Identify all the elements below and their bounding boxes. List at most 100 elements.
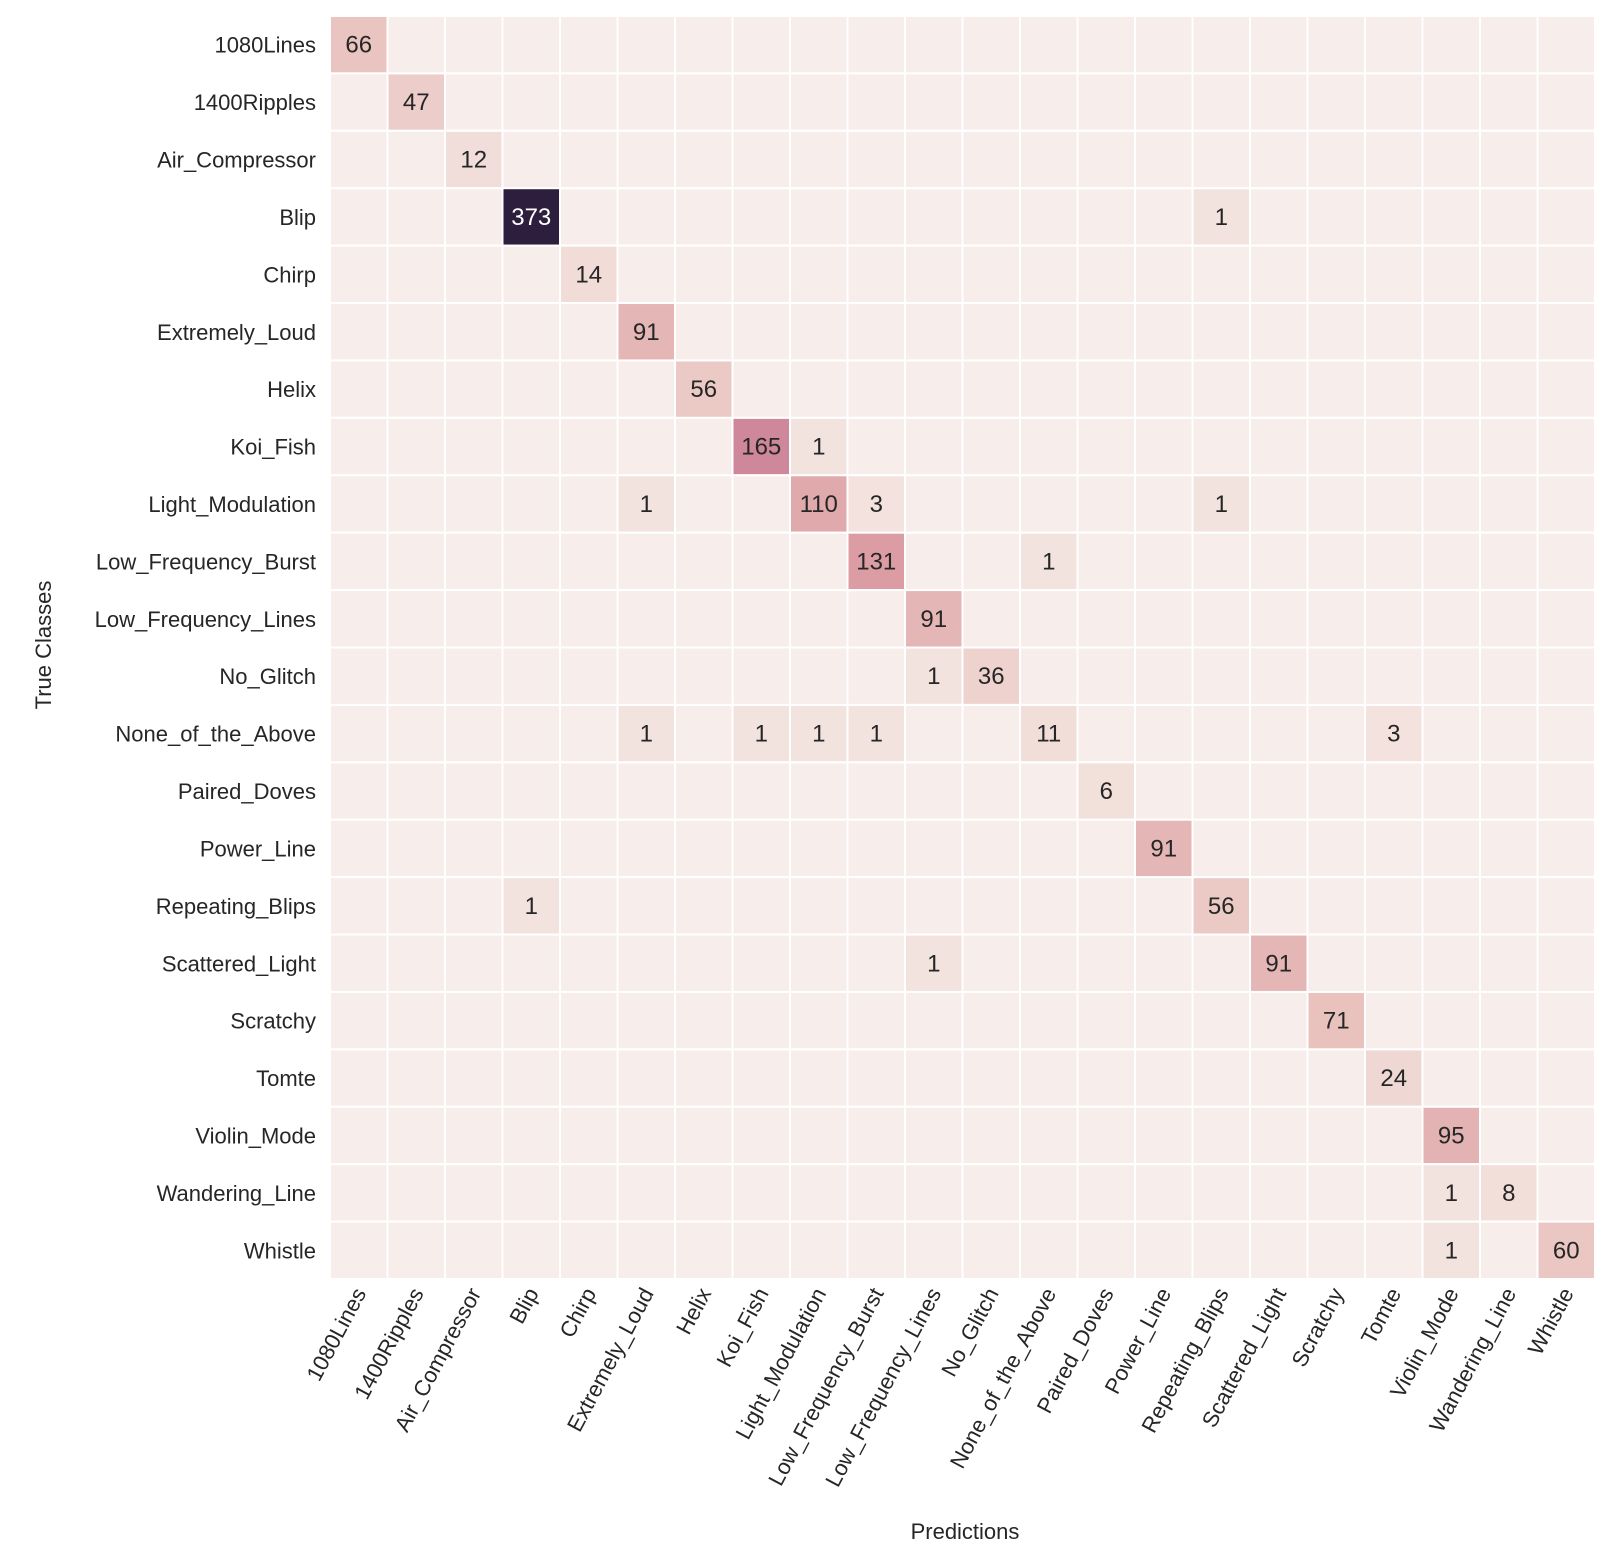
heatmap-cell-chirp-air-compressor xyxy=(444,244,504,305)
heatmap-cell-blip-koi-fish xyxy=(731,187,791,247)
heatmap-cell-1080lines-helix xyxy=(674,15,734,75)
heatmap-cell-paired-doves-scattered-light xyxy=(1249,761,1309,821)
heatmap-cell-scattered-light-repeating-blips xyxy=(1191,933,1251,993)
heatmap-cell-helix-tomte xyxy=(1364,359,1424,419)
heatmap-cell-helix-low-frequency-burst xyxy=(846,359,906,419)
heatmap-cell-value: 11 xyxy=(1036,721,1061,748)
heatmap-cell-air-compressor-no-glitch xyxy=(961,129,1021,190)
heatmap-cell-koi-fish-power-line xyxy=(1134,416,1194,477)
heatmap-cell-whistle-koi-fish xyxy=(731,1220,791,1281)
heatmap-cell-helix-repeating-blips xyxy=(1191,359,1251,419)
heatmap-cell-repeating-blips-scratchy xyxy=(1306,876,1366,936)
heatmap-cell-light-modulation-scratchy xyxy=(1306,474,1366,534)
y-axis-tick-labels: 1080Lines 1400Ripples Air_Compressor Blip Ch… xyxy=(95,33,316,1264)
heatmap-cell-extremely-loud-helix xyxy=(674,302,734,362)
heatmap-cell-koi-fish-helix xyxy=(674,416,734,477)
heatmap-cell-none-of-the-above-1400ripples xyxy=(386,703,446,764)
heatmap-cell-low-frequency-burst-chirp xyxy=(559,531,619,592)
heatmap-cell-none-of-the-above-repeating-blips xyxy=(1191,703,1251,764)
heatmap-cell-tomte-chirp xyxy=(559,1048,619,1108)
heatmap-cell-low-frequency-lines-wandering-line xyxy=(1479,589,1539,649)
heatmap-cell-1400ripples-chirp xyxy=(559,72,619,132)
heatmap-cell-tomte-extremely-loud xyxy=(616,1048,676,1108)
heatmap-cell-blip-power-line xyxy=(1134,187,1194,247)
heatmap-cell-scratchy-scattered-light xyxy=(1249,990,1309,1051)
heatmap-cell-wandering-line-low-frequency-lines xyxy=(904,1163,964,1223)
heatmap-cell-whistle-scattered-light xyxy=(1249,1220,1309,1281)
heatmap-cell-scratchy-low-frequency-burst xyxy=(846,990,906,1051)
heatmap-cell-scattered-light-tomte xyxy=(1364,933,1424,993)
heatmap-cell-value: 165 xyxy=(741,434,781,461)
heatmap-cell-power-line-chirp xyxy=(559,818,619,879)
heatmap-cell-koi-fish-chirp xyxy=(559,416,619,477)
heatmap-cell-no-glitch-none-of-the-above xyxy=(1019,646,1079,706)
heatmap-cell-tomte-light-modulation xyxy=(789,1048,849,1108)
heatmap-cell-low-frequency-burst-air-compressor xyxy=(444,531,504,592)
heatmap-cell-air-compressor-none-of-the-above xyxy=(1019,129,1079,190)
heatmap-cell-scattered-light-air-compressor xyxy=(444,933,504,993)
heatmap-cell-tomte-paired-doves xyxy=(1076,1048,1136,1108)
heatmap-cell-1080lines-low-frequency-lines xyxy=(904,15,964,75)
heatmap-cell-low-frequency-lines-low-frequency-burst xyxy=(846,589,906,649)
heatmap-cell-low-frequency-burst-blip xyxy=(501,531,561,592)
heatmap-cell-whistle-extremely-loud xyxy=(616,1220,676,1281)
heatmap-cell-blip-1400ripples xyxy=(386,187,446,247)
y-tick-label: Blip xyxy=(279,205,316,230)
heatmap-cell-air-compressor-blip xyxy=(501,129,561,190)
heatmap-cell-1400ripples-paired-doves xyxy=(1076,72,1136,132)
heatmap-cell-none-of-the-above-wandering-line xyxy=(1479,703,1539,764)
heatmap-cell-helix-no-glitch xyxy=(961,359,1021,419)
heatmap-cell-scattered-light-violin-mode xyxy=(1421,933,1481,993)
y-tick-label: Paired_Doves xyxy=(178,779,316,804)
heatmap-cell-paired-doves-no-glitch xyxy=(961,761,1021,821)
heatmap-cell-scattered-light-no-glitch xyxy=(961,933,1021,993)
heatmap-cell-air-compressor-extremely-loud xyxy=(616,129,676,190)
heatmap-cell-scratchy-none-of-the-above xyxy=(1019,990,1079,1051)
heatmap-cell-helix-none-of-the-above xyxy=(1019,359,1079,419)
heatmap-cell-power-line-koi-fish xyxy=(731,818,791,879)
heatmap-cell-no-glitch-helix xyxy=(674,646,734,706)
heatmap-cell-blip-extremely-loud xyxy=(616,187,676,247)
heatmap-cell-power-line-low-frequency-burst xyxy=(846,818,906,879)
heatmap-cell-koi-fish-low-frequency-burst xyxy=(846,416,906,477)
heatmap-cell-chirp-koi-fish xyxy=(731,244,791,305)
heatmap-cell-scratchy-1400ripples xyxy=(386,990,446,1051)
heatmap-cell-helix-whistle xyxy=(1536,359,1596,419)
heatmap-cell-air-compressor-tomte xyxy=(1364,129,1424,190)
heatmap-cell-1400ripples-low-frequency-burst xyxy=(846,72,906,132)
heatmap-cell-scattered-light-1080lines xyxy=(329,933,389,993)
heatmap-cell-low-frequency-lines-whistle xyxy=(1536,589,1596,649)
heatmap-cell-scattered-light-1400ripples xyxy=(386,933,446,993)
heatmap-cell-tomte-no-glitch xyxy=(961,1048,1021,1108)
heatmap-cell-1400ripples-low-frequency-lines xyxy=(904,72,964,132)
heatmap-cell-paired-doves-whistle xyxy=(1536,761,1596,821)
heatmap-cell-whistle-none-of-the-above xyxy=(1019,1220,1079,1281)
heatmap-cell-repeating-blips-paired-doves xyxy=(1076,876,1136,936)
heatmap-cell-helix-extremely-loud xyxy=(616,359,676,419)
heatmap-cell-scattered-light-scattered-light xyxy=(1249,933,1309,993)
heatmap-cell-low-frequency-burst-whistle xyxy=(1536,531,1596,592)
heatmap-cell-violin-mode-extremely-loud xyxy=(616,1105,676,1166)
heatmap-cell-paired-doves-koi-fish xyxy=(731,761,791,821)
heatmap-cell-air-compressor-violin-mode xyxy=(1421,129,1481,190)
heatmap-cell-scattered-light-none-of-the-above xyxy=(1019,933,1079,993)
heatmap-cell-wandering-line-tomte xyxy=(1364,1163,1424,1223)
heatmap-cell-paired-doves-chirp xyxy=(559,761,619,821)
heatmap-cell-no-glitch-violin-mode xyxy=(1421,646,1481,706)
heatmap-cell-low-frequency-lines-paired-doves xyxy=(1076,589,1136,649)
heatmap-cell-koi-fish-1080lines xyxy=(329,416,389,477)
heatmap-cell-helix-1080lines xyxy=(329,359,389,419)
heatmap-cell-repeating-blips-light-modulation xyxy=(789,876,849,936)
x-axis-label: Predictions xyxy=(911,1519,1020,1544)
heatmap-cell-extremely-loud-none-of-the-above xyxy=(1019,302,1079,362)
y-tick-label: Wandering_Line xyxy=(157,1181,316,1206)
heatmap-cell-helix-air-compressor xyxy=(444,359,504,419)
heatmap-cell-value: 24 xyxy=(1380,1065,1407,1092)
heatmap-cell-low-frequency-burst-scratchy xyxy=(1306,531,1366,592)
heatmap-cell-1080lines-extremely-loud xyxy=(616,15,676,75)
heatmap-cell-scattered-light-wandering-line xyxy=(1479,933,1539,993)
heatmap-cell-low-frequency-lines-none-of-the-above xyxy=(1019,589,1079,649)
heatmap-cell-wandering-line-paired-doves xyxy=(1076,1163,1136,1223)
heatmap-cell-chirp-tomte xyxy=(1364,244,1424,305)
heatmap-cell-violin-mode-koi-fish xyxy=(731,1105,791,1166)
